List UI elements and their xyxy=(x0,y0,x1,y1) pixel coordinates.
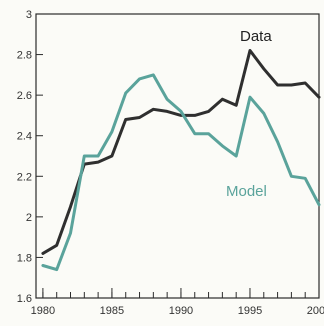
plot-frame xyxy=(35,13,320,299)
legend-label-data: Data xyxy=(240,28,272,45)
series-line-data xyxy=(41,49,321,255)
y-tick-label: 1.8 xyxy=(17,252,32,264)
x-tick-label: 1985 xyxy=(100,305,124,317)
ticks-layer: 1980 1985 1990 1995 2000 1.6 1.8 2 2.2 2.4 2.6 2.8 3 xyxy=(17,9,324,317)
y-tick-label: 2.8 xyxy=(17,50,32,62)
y-tick-label: 2.6 xyxy=(17,90,32,102)
y-tick-label: 2.4 xyxy=(17,131,32,143)
y-tick-label: 1.6 xyxy=(17,293,32,305)
x-tick-label: 1980 xyxy=(31,305,55,317)
x-tick-label: 1990 xyxy=(169,305,193,317)
series-layer xyxy=(41,49,321,272)
series-line-model xyxy=(41,73,321,272)
x-tick-label: 2000 xyxy=(307,305,324,317)
y-tick-label: 3 xyxy=(26,9,32,21)
y-tick-label: 2 xyxy=(26,212,32,224)
legend-label-model: Model xyxy=(226,183,267,200)
y-tick-label: 2.2 xyxy=(17,171,32,183)
x-tick-label: 1995 xyxy=(238,305,262,317)
